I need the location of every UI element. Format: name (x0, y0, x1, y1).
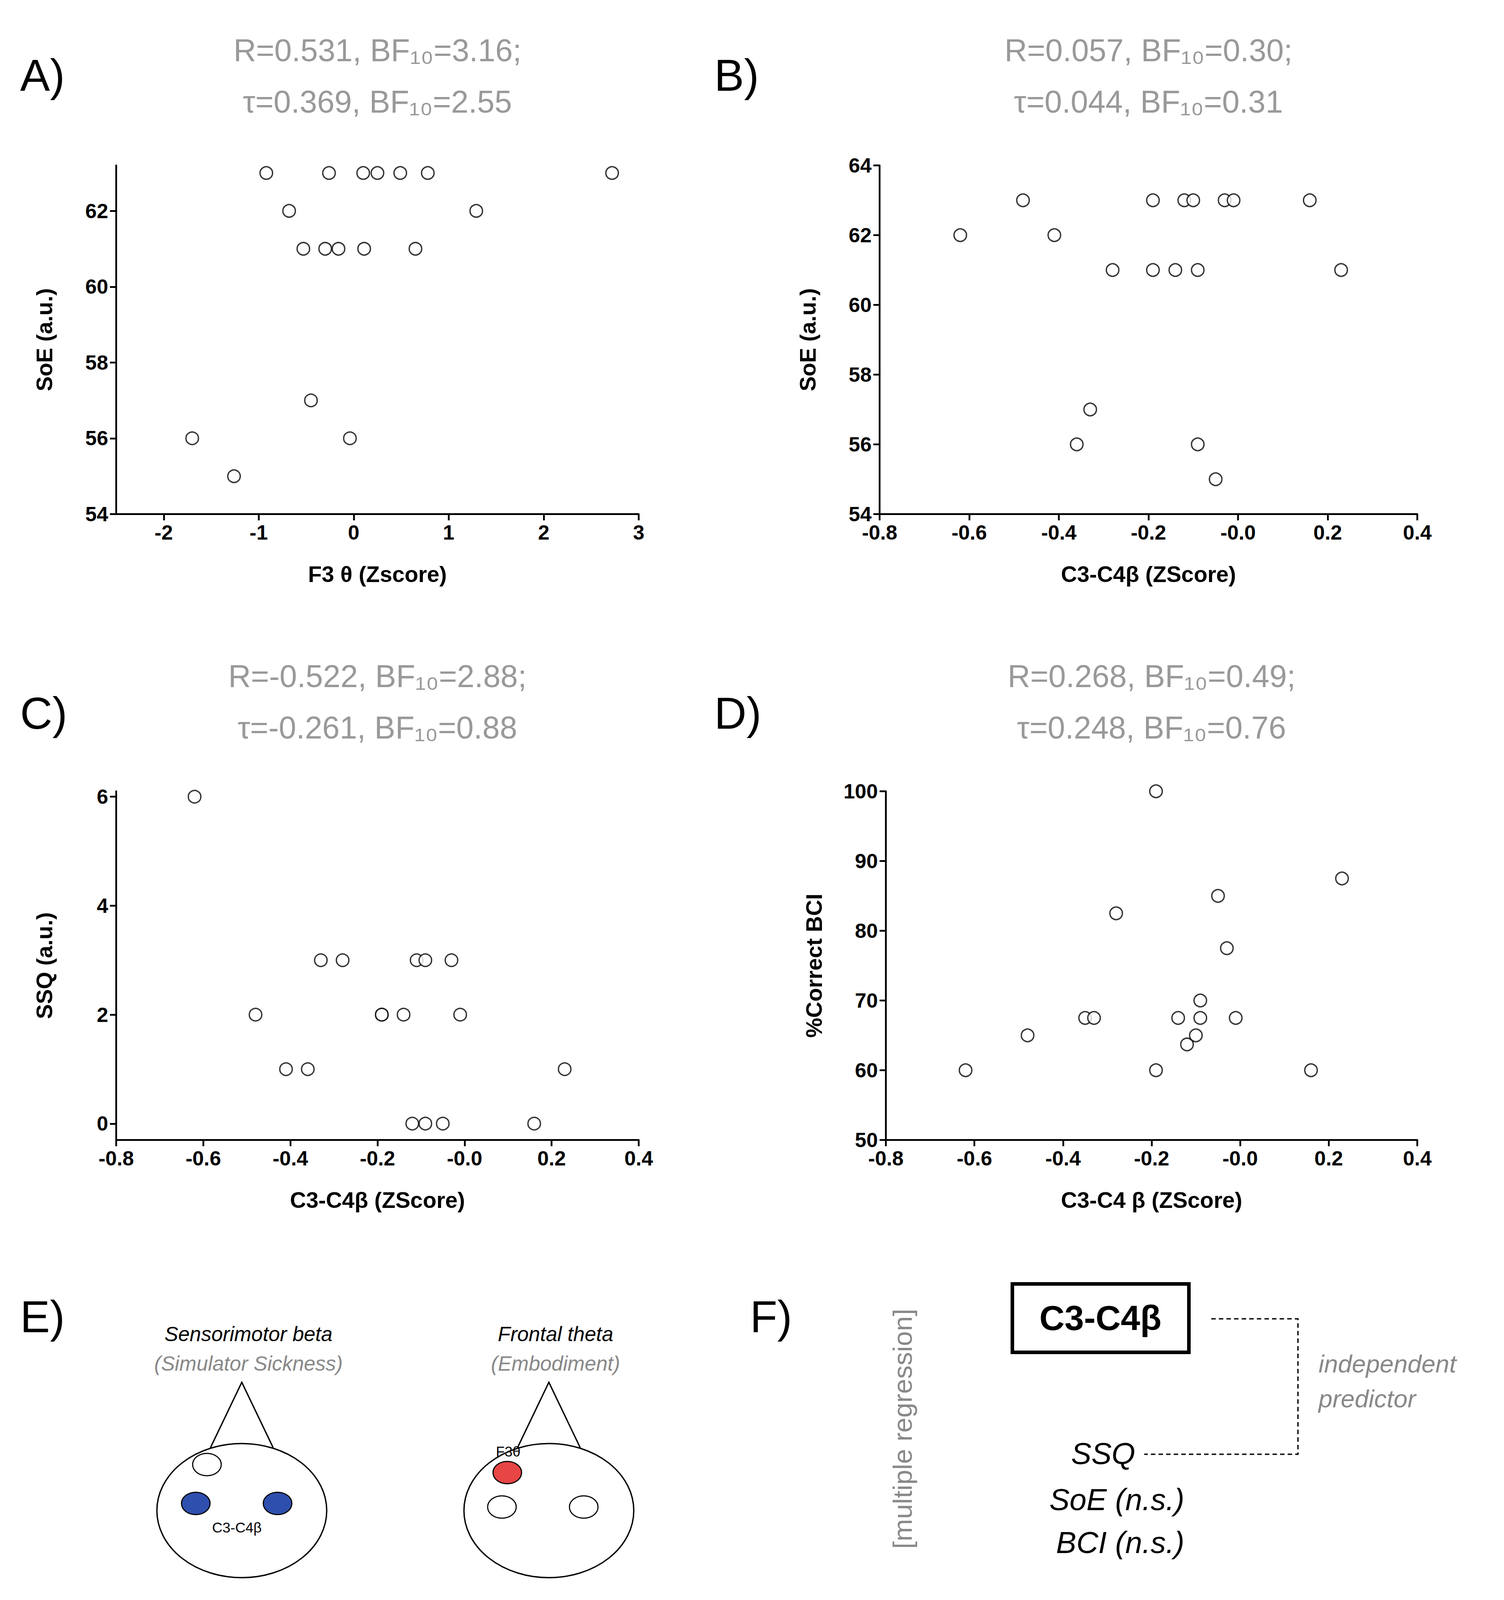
svg-text:-0.0: -0.0 (446, 1146, 483, 1170)
svg-text:-0.4: -0.4 (1045, 1146, 1082, 1170)
svg-text:F3θ: F3θ (495, 1443, 521, 1460)
svg-text:-2: -2 (154, 520, 173, 544)
svg-text:independent: independent (1318, 1349, 1458, 1378)
svg-text:C3-C4 β (ZScore): C3-C4 β (ZScore) (1061, 1187, 1243, 1213)
svg-text:0.2: 0.2 (1314, 1146, 1344, 1170)
svg-text:-0.6: -0.6 (185, 1146, 221, 1170)
svg-text:58: 58 (85, 350, 109, 375)
svg-text:τ=0.369, BF₁₀=2.55: τ=0.369, BF₁₀=2.55 (243, 84, 513, 120)
svg-text:τ=0.044, BF₁₀=0.31: τ=0.044, BF₁₀=0.31 (1014, 84, 1284, 120)
svg-text:-0.6: -0.6 (951, 520, 987, 544)
svg-text:-0.8: -0.8 (861, 520, 898, 544)
svg-text:[multiple regression]: [multiple regression] (887, 1308, 918, 1549)
svg-text:-0.2: -0.2 (359, 1146, 396, 1170)
svg-text:R=0.531, BF₁₀=3.16;: R=0.531, BF₁₀=3.16; (233, 33, 522, 68)
svg-text:-0.4: -0.4 (272, 1146, 309, 1170)
svg-text:-1: -1 (249, 520, 268, 544)
svg-text:-0.2: -0.2 (1133, 1146, 1170, 1170)
svg-text:60: 60 (855, 1058, 878, 1082)
html-text:B): B) (714, 50, 759, 101)
svg-text:0.2: 0.2 (1313, 520, 1343, 544)
svg-text:Sensorimotor beta: Sensorimotor beta (164, 1322, 333, 1346)
svg-text:-0.8: -0.8 (98, 1146, 134, 1170)
svg-text:0: 0 (96, 1111, 109, 1135)
svg-text:58: 58 (848, 362, 872, 387)
svg-text:100: 100 (843, 779, 878, 803)
svg-text:6: 6 (96, 784, 109, 809)
svg-text:R=0.057, BF₁₀=0.30;: R=0.057, BF₁₀=0.30; (1004, 33, 1293, 68)
svg-text:0.2: 0.2 (537, 1146, 566, 1170)
svg-text:SSQ: SSQ (1070, 1436, 1136, 1471)
svg-text:62: 62 (848, 223, 872, 247)
svg-text:SoE (a.u.): SoE (a.u.) (795, 288, 821, 392)
svg-text:80: 80 (855, 918, 878, 943)
html-text:A): A) (20, 50, 65, 101)
svg-text:0: 0 (348, 520, 360, 544)
svg-text:%Correct BCI: %Correct BCI (801, 893, 827, 1038)
svg-text:0.4: 0.4 (1402, 1146, 1432, 1170)
svg-text:R=0.268, BF₁₀=0.49;: R=0.268, BF₁₀=0.49; (1007, 658, 1296, 694)
svg-text:BCI (n.s.): BCI (n.s.) (1056, 1525, 1185, 1559)
svg-text:(Simulator Sickness): (Simulator Sickness) (154, 1351, 343, 1375)
svg-text:50: 50 (854, 1128, 878, 1152)
svg-text:56: 56 (848, 432, 872, 456)
svg-text:62: 62 (85, 199, 109, 223)
svg-text:τ=0.248, BF₁₀=0.76: τ=0.248, BF₁₀=0.76 (1017, 710, 1287, 746)
html-text:D): D) (714, 687, 762, 738)
svg-text:F): F) (749, 1291, 793, 1342)
svg-text:C3-C4β (ZScore): C3-C4β (ZScore) (1061, 561, 1237, 587)
svg-text:Frontal theta: Frontal theta (497, 1322, 614, 1346)
svg-text:0.4: 0.4 (624, 1146, 653, 1170)
svg-text:SoE (n.s.): SoE (n.s.) (1049, 1482, 1185, 1517)
svg-text:4: 4 (96, 893, 109, 918)
svg-text:54: 54 (85, 502, 109, 526)
svg-text:-0.0: -0.0 (1222, 1146, 1258, 1170)
svg-text:56: 56 (85, 426, 109, 450)
svg-text:R=-0.522, BF₁₀=2.88;: R=-0.522, BF₁₀=2.88; (228, 658, 527, 694)
svg-text:C3-C4β: C3-C4β (212, 1519, 262, 1536)
svg-text:-0.2: -0.2 (1130, 520, 1167, 544)
svg-text:2: 2 (96, 1002, 109, 1027)
svg-text:predictor: predictor (1317, 1384, 1417, 1413)
svg-text:70: 70 (855, 988, 878, 1012)
svg-text:-0.0: -0.0 (1220, 520, 1256, 544)
svg-text:C3-C4β (ZScore): C3-C4β (ZScore) (290, 1187, 466, 1213)
svg-text:64: 64 (848, 153, 873, 177)
svg-text:3: 3 (632, 520, 645, 544)
svg-text:1: 1 (442, 520, 455, 544)
svg-text:2: 2 (538, 520, 550, 544)
svg-text:0.4: 0.4 (1402, 520, 1432, 544)
svg-text:F3 θ (Zscore): F3 θ (Zscore) (307, 561, 447, 587)
svg-text:SoE (a.u.): SoE (a.u.) (32, 288, 58, 392)
svg-text:90: 90 (855, 849, 878, 873)
html-text:C): C) (20, 687, 68, 738)
svg-text:SSQ (a.u.): SSQ (a.u.) (32, 912, 58, 1020)
svg-text:60: 60 (848, 293, 872, 317)
svg-text:C3-C4β: C3-C4β (1039, 1297, 1162, 1338)
svg-text:-0.6: -0.6 (956, 1146, 993, 1170)
svg-text:-0.4: -0.4 (1040, 520, 1077, 544)
svg-text:(Embodiment): (Embodiment) (491, 1351, 621, 1375)
svg-text:60: 60 (85, 274, 109, 299)
svg-text:τ=-0.261, BF₁₀=0.88: τ=-0.261, BF₁₀=0.88 (237, 710, 518, 746)
svg-text:54: 54 (848, 502, 872, 526)
svg-text:-0.8: -0.8 (867, 1146, 904, 1170)
svg-text:E): E) (20, 1291, 65, 1342)
